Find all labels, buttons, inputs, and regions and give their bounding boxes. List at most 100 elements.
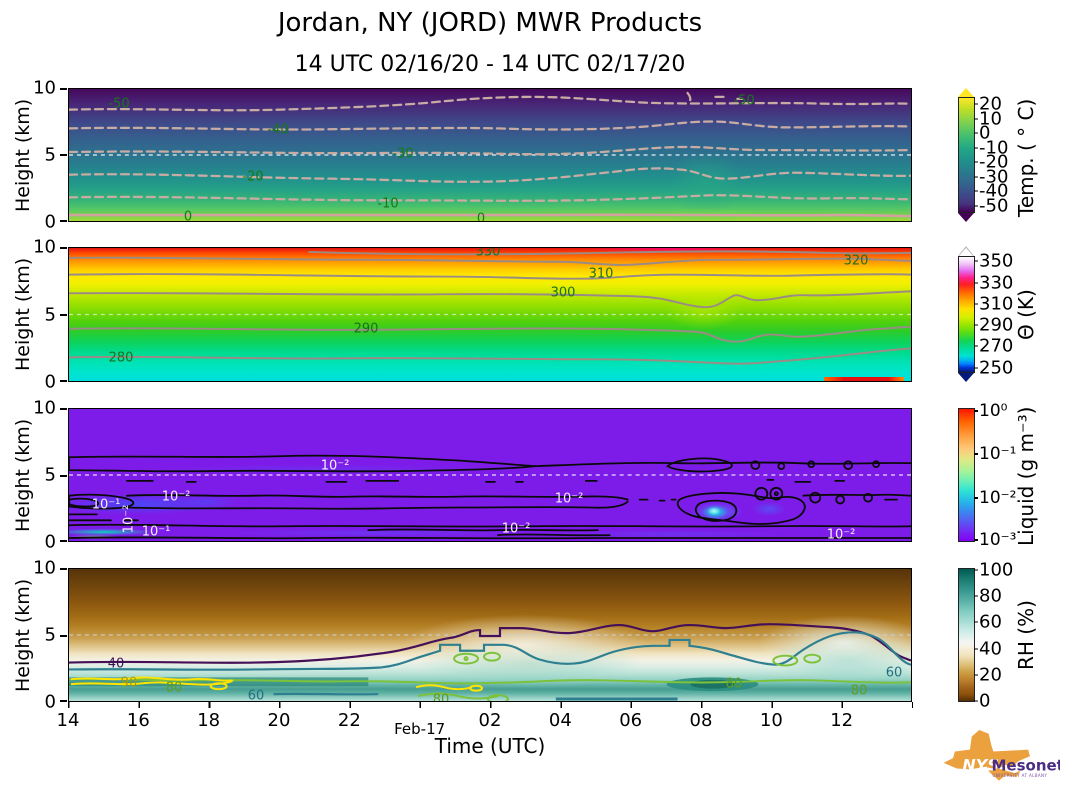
x-tick-marks	[68, 702, 913, 708]
panel-liquid-heatmap: 10⁻¹ 10⁻² 10⁻² 10⁻¹ 10⁻² 10⁻² 10⁻² 10⁻²	[68, 408, 912, 542]
y-tick-mark	[60, 154, 67, 156]
liquid-contours	[69, 454, 911, 540]
contour-label: 10⁻²	[161, 489, 191, 505]
colorbar-tick: -40	[973, 180, 1009, 202]
contour-label: 290	[353, 321, 379, 337]
y-tick: 5	[44, 304, 56, 325]
y-tick: 0	[44, 371, 56, 393]
colorbar-tick: -20	[973, 151, 1009, 173]
rh-contours	[69, 623, 911, 701]
colorbar-tick: -10	[973, 137, 1009, 159]
colorbar-tick: 10	[974, 108, 1002, 130]
colorbar-tick: 270	[973, 335, 1014, 357]
x-tick: Feb-17	[394, 720, 446, 738]
contour-label: 80	[432, 692, 450, 702]
y-tick: 10	[33, 236, 56, 258]
colorbar-tick: -50	[973, 195, 1009, 217]
colorbar-extend-up-arrow-fill	[959, 248, 973, 256]
colorbar-tick: 100	[973, 559, 1014, 581]
theta-bottom-right-artifact	[824, 377, 904, 381]
y-tick-mark	[60, 475, 67, 477]
y-tick-labels: 10 5 0	[30, 558, 58, 713]
y-tick-mark	[60, 408, 67, 410]
contour-label: 10⁻²	[501, 521, 531, 537]
x-tick: 08	[689, 710, 713, 731]
panel-rh-heatmap: 40 90 80 60 60 80 80 80	[68, 568, 912, 702]
contour-label: 310	[588, 266, 614, 282]
y-tick: 0	[44, 691, 56, 713]
x-tick: 14	[56, 710, 80, 731]
contour-label: 320	[843, 253, 869, 269]
temperature-field	[69, 89, 911, 221]
y-tick: 0	[44, 211, 56, 233]
colorbar-theta-label: Θ (K)	[1014, 289, 1038, 340]
panel-temperature-heatmap: -50 -40 -30 -20 -10 0 -50 0	[68, 88, 912, 222]
colorbar-theta	[958, 246, 975, 382]
contour-label: 10⁻²	[121, 504, 137, 534]
colorbar-gradient	[958, 568, 975, 702]
colorbar-tick: 10⁻³	[973, 530, 1017, 550]
colorbar-liquid-ticks: 10⁰ 10⁻¹ 10⁻² 10⁻³	[973, 401, 1021, 550]
colorbar-tick: 60	[974, 611, 1002, 633]
contour-label: 60	[885, 665, 903, 681]
colorbar-extend-down-arrow	[958, 373, 974, 382]
contour-label: -50	[108, 96, 130, 112]
colorbar-tick: 80	[974, 585, 1002, 607]
y-tick-mark	[60, 568, 67, 570]
ny-state-icon	[943, 729, 1030, 781]
contour-label: 330	[475, 247, 501, 260]
x-tick: 06	[619, 710, 643, 731]
contour-label: 60	[247, 688, 265, 702]
y-tick-labels: 10 5 0	[30, 237, 58, 393]
y-tick-mark	[60, 635, 67, 637]
y-tick: 0	[44, 531, 56, 553]
panel-theta-heatmap: 280 290 300 310 320 330	[68, 247, 912, 382]
nys-mesonet-logo: NYS Mesonet UNIVERSITY AT ALBANY	[943, 729, 1060, 781]
y-tick-mark	[60, 247, 67, 249]
contour-label: 40	[107, 656, 125, 672]
y-tick: 5	[44, 624, 56, 646]
colorbar-tick: -30	[973, 166, 1009, 188]
page-title: Jordan, NY (JORD) MWR Products	[277, 8, 703, 38]
y-tick-mark	[60, 380, 67, 382]
x-tick: 18	[197, 710, 221, 731]
y-tick-mark	[60, 88, 67, 90]
y-tick-mark	[60, 220, 67, 222]
colorbar-tick: 0	[973, 122, 991, 144]
colorbar-tick: 330	[973, 272, 1014, 294]
rh-contour-labels: 40 90 80 60 60 80 80 80	[69, 569, 911, 702]
colorbar-tick: 20	[974, 664, 1002, 686]
theta-contours	[69, 250, 911, 365]
contour-label: 10⁻¹	[91, 497, 121, 513]
y-tick: 10	[33, 77, 56, 99]
colorbar-liquid-label: Liquid (g m⁻³)	[1014, 406, 1038, 546]
contour-label: 10⁻¹	[141, 524, 171, 540]
colorbar-gradient	[958, 256, 975, 373]
colorbar-rh-ticks: 100 80 60 40 20 0	[973, 560, 1021, 712]
temperature-contour-labels: -50 -40 -30 -20 -10 0 -50 0	[69, 89, 911, 222]
contour-label: 80	[850, 683, 868, 699]
y-tick: 10	[33, 397, 56, 419]
x-tick: 16	[126, 710, 150, 731]
x-tick: 04	[548, 710, 572, 731]
colorbar-extend-up-arrow	[958, 88, 974, 97]
contour-label: 10⁻²	[826, 527, 856, 542]
x-tick: 10	[759, 710, 783, 731]
contour-label: 10⁻²	[554, 491, 584, 507]
long-island-icon	[998, 768, 1021, 777]
colorbar-tick: 20	[974, 93, 1002, 115]
y-tick: 10	[33, 557, 56, 579]
y-tick-labels: 10 5 0	[30, 398, 58, 553]
contour-label: 90	[120, 675, 138, 691]
colorbar-tick: 10⁻¹	[973, 444, 1017, 464]
colorbar-tick: 10⁻²	[973, 488, 1017, 508]
figure-subtitle: 14 UTC 02/16/20 - 14 UTC 02/17/20	[294, 52, 686, 77]
contour-label: 0	[476, 211, 486, 222]
colorbar-tick: 350	[973, 250, 1014, 272]
y-tick-labels: 10 5 0	[30, 78, 58, 233]
colorbar-rh	[958, 568, 975, 702]
logo-university-text: UNIVERSITY AT ALBANY	[992, 773, 1047, 778]
colorbar-tick: 310	[973, 293, 1014, 315]
colorbar-temperature-label: Temp. ( ° C)	[1014, 98, 1038, 218]
x-tick: 12	[830, 710, 854, 731]
